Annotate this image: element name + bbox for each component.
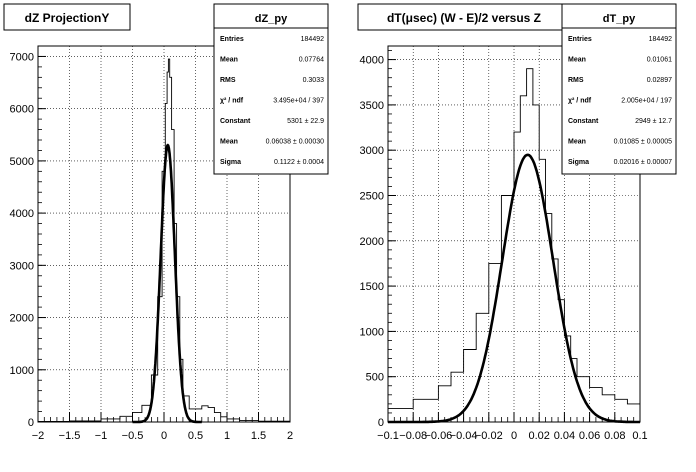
y-tick-label: 1000 <box>10 365 34 377</box>
stats-row-value: 2949 ± 12.7 <box>635 118 672 125</box>
x-tick-label: −0.08 <box>399 430 427 442</box>
x-tick-label: −0.02 <box>475 430 503 442</box>
title-box <box>357 3 571 31</box>
stats-row-name: RMS <box>568 77 584 84</box>
gaussian-fit-curve <box>388 153 640 424</box>
x-tick-label: 0.1 <box>632 430 647 442</box>
x-tick-label: 0.5 <box>188 430 203 442</box>
y-tick-label: 4000 <box>360 55 384 67</box>
stats-title: dZ_py <box>255 13 288 25</box>
stats-row-name: Sigma <box>568 159 589 166</box>
x-tick-label: 0.02 <box>528 430 549 442</box>
y-tick-label: 2000 <box>10 313 34 325</box>
y-tick-label: 0 <box>28 417 34 429</box>
stats-row-value: 3.495e+04 / 397 <box>273 98 324 105</box>
stats-row-value: 2.005e+04 / 197 <box>621 98 672 105</box>
stats-row-name: Entries <box>220 36 244 43</box>
stats-box <box>561 3 677 175</box>
stats-row-value: 0.02016 ± 0.00007 <box>614 159 672 166</box>
stats-row-name: χ² / ndf <box>568 98 592 105</box>
x-tick-label: −0.1 <box>377 430 399 442</box>
x-tick-label: 0 <box>511 430 517 442</box>
title-box <box>3 3 131 31</box>
y-tick-label: 1500 <box>360 281 384 293</box>
stats-box <box>213 3 329 175</box>
x-tick-label: −0.5 <box>122 430 144 442</box>
x-tick-label: 0.06 <box>579 430 600 442</box>
panel-dz-projection: 0 1000 2000 3000 4000 5000 6000 7000 −2 −1.5 −1 −0.… <box>3 3 329 442</box>
x-tick-label: 0.08 <box>604 430 625 442</box>
stats-row-name: Mean <box>568 139 586 146</box>
y-tick-label: 2500 <box>360 190 384 202</box>
histogram-line <box>37 58 291 422</box>
y-tick-label: 3000 <box>360 145 384 157</box>
x-tick-label: 0 <box>161 430 167 442</box>
x-tick-label: −0.04 <box>450 430 478 442</box>
stats-row-name: Sigma <box>220 159 241 166</box>
stats-row-name: RMS <box>220 77 236 84</box>
x-tick-label: −1.5 <box>59 430 81 442</box>
stats-row-name: Constant <box>568 118 599 125</box>
histogram-line <box>387 68 641 422</box>
chart-title: dT(μsec) (W - E)/2 versus Z <box>387 11 541 25</box>
y-tick-label: 6000 <box>10 104 34 116</box>
y-tick-label: 5000 <box>10 156 34 168</box>
stats-row-value: 5301 ± 22.9 <box>287 118 324 125</box>
stats-row-value: 0.3033 <box>303 77 325 84</box>
gaussian-fit-curve <box>132 143 202 424</box>
y-tick-label: 0 <box>378 417 384 429</box>
y-tick-label: 1000 <box>360 326 384 338</box>
stats-row-name: Mean <box>220 139 238 146</box>
x-tick-label: −2 <box>32 430 45 442</box>
stats-row-name: Mean <box>220 57 238 64</box>
x-tick-label: 1 <box>224 430 230 442</box>
chart-title: dZ ProjectionY <box>25 11 110 25</box>
stats-row-name: χ² / ndf <box>220 98 244 105</box>
y-tick-label: 500 <box>366 372 384 384</box>
stats-row-value: 0.06038 ± 0.00030 <box>266 139 324 146</box>
y-tick-label: 3500 <box>360 100 384 112</box>
stats-row-value: 0.1122 ± 0.0004 <box>274 159 324 166</box>
stats-row-value: 0.02897 <box>647 77 672 84</box>
x-tick-label: −1 <box>95 430 108 442</box>
stats-row-name: Mean <box>568 57 586 64</box>
x-tick-label: 0.04 <box>554 430 575 442</box>
stats-row-value: 184492 <box>301 36 324 43</box>
stats-row-value: 0.01085 ± 0.00005 <box>614 139 672 146</box>
x-tick-label: 2 <box>287 430 293 442</box>
stats-row-name: Constant <box>220 118 251 125</box>
stats-row-value: 184492 <box>649 36 672 43</box>
x-tick-label: 1.5 <box>251 430 266 442</box>
y-tick-label: 4000 <box>10 208 34 220</box>
y-tick-label: 7000 <box>10 51 34 63</box>
y-tick-label: 3000 <box>10 260 34 272</box>
stats-row-name: Entries <box>568 36 592 43</box>
y-tick-label: 2000 <box>360 236 384 248</box>
stats-row-value: 0.01061 <box>647 57 672 64</box>
stats-row-value: 0.07764 <box>299 57 324 64</box>
stats-title: dT_py <box>603 13 636 25</box>
x-tick-label: −0.06 <box>424 430 452 442</box>
